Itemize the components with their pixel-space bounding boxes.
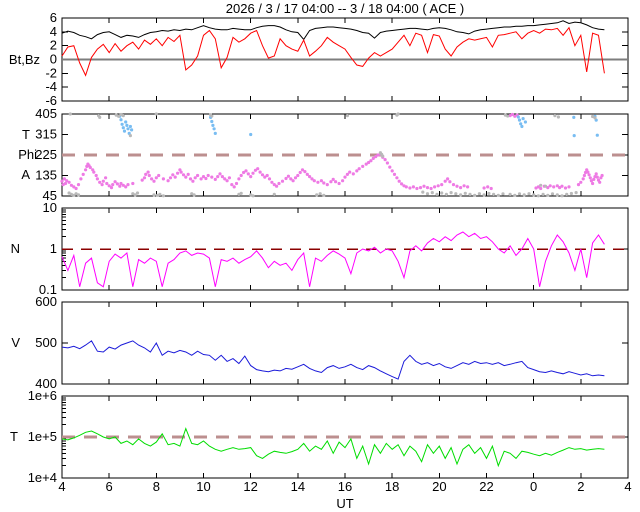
- svg-text:2: 2: [50, 38, 57, 53]
- ylabel-bt-bz: Bt,Bz: [8, 52, 40, 67]
- svg-text:135: 135: [35, 168, 57, 183]
- svg-text:4: 4: [58, 479, 65, 494]
- svg-text:405: 405: [35, 106, 57, 121]
- ylabel-a: A: [21, 167, 30, 182]
- svg-text:16: 16: [338, 479, 352, 494]
- ylabel-t-angle: T: [22, 127, 30, 142]
- svg-text:315: 315: [35, 127, 57, 142]
- svg-text:-4: -4: [45, 79, 57, 94]
- svg-text:1: 1: [50, 241, 57, 256]
- ylabel-temperature: T: [10, 429, 18, 444]
- svg-text:400: 400: [35, 376, 57, 391]
- svg-text:45: 45: [43, 188, 57, 203]
- svg-text:600: 600: [35, 294, 57, 309]
- svg-text:0.1: 0.1: [39, 282, 57, 297]
- ylabel-phi: Phi: [18, 147, 37, 162]
- xlabel-ut: UT: [336, 496, 354, 511]
- svg-text:12: 12: [243, 479, 257, 494]
- svg-text:22: 22: [479, 479, 493, 494]
- svg-text:4: 4: [624, 479, 631, 494]
- svg-text:8: 8: [153, 479, 160, 494]
- svg-text:10: 10: [196, 479, 210, 494]
- svg-text:2: 2: [577, 479, 584, 494]
- svg-text:6: 6: [106, 479, 113, 494]
- svg-text:10: 10: [43, 200, 57, 215]
- svg-text:225: 225: [35, 147, 57, 162]
- svg-text:18: 18: [385, 479, 399, 494]
- plot-title: 2026 / 3 / 17 04:00 -- 3 / 18 04:00 ( AC…: [225, 1, 465, 16]
- svg-text:20: 20: [432, 479, 446, 494]
- svg-text:500: 500: [35, 335, 57, 350]
- svg-text:0: 0: [50, 52, 57, 67]
- svg-text:1e+6: 1e+6: [28, 388, 57, 403]
- svg-text:6: 6: [50, 10, 57, 25]
- svg-text:0: 0: [530, 479, 537, 494]
- ylabel-density: N: [10, 241, 20, 256]
- svg-text:1e+4: 1e+4: [28, 470, 57, 485]
- svg-text:-6: -6: [45, 93, 57, 108]
- svg-text:14: 14: [291, 479, 305, 494]
- ylabel-speed: V: [11, 335, 20, 350]
- svg-text:4: 4: [50, 24, 57, 39]
- svg-text:1e+5: 1e+5: [28, 429, 57, 444]
- svg-text:-2: -2: [45, 65, 57, 80]
